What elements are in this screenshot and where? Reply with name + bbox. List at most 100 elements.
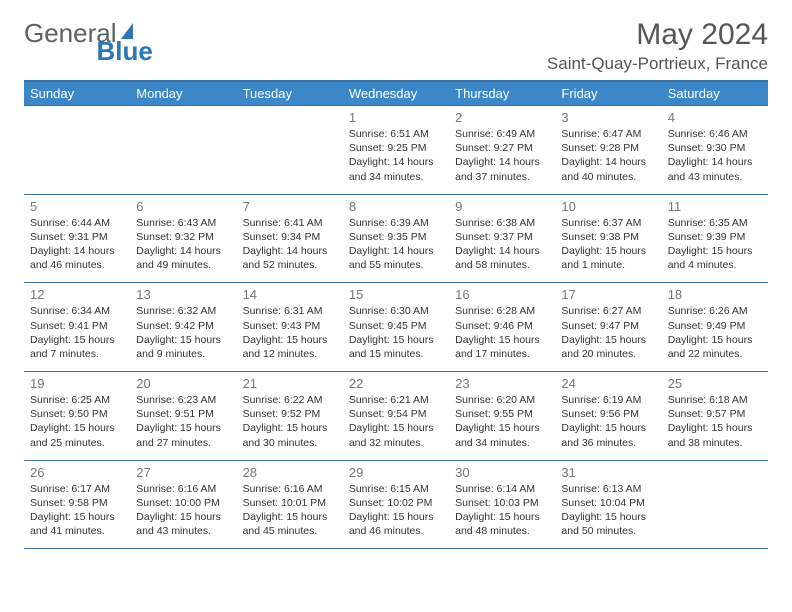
day-info: Sunrise: 6:31 AMSunset: 9:43 PMDaylight:… xyxy=(243,304,337,361)
calendar-day-cell xyxy=(662,460,768,549)
day-header-row: Sunday Monday Tuesday Wednesday Thursday… xyxy=(24,81,768,106)
calendar-day-cell: 17 Sunrise: 6:27 AMSunset: 9:47 PMDayligh… xyxy=(555,283,661,372)
calendar-day-cell: 18 Sunrise: 6:26 AMSunset: 9:49 PMDayligh… xyxy=(662,283,768,372)
day-number: 27 xyxy=(136,465,230,480)
calendar-day-cell: 8Sunrise: 6:39 AMSunset: 9:35 PMDaylight… xyxy=(343,194,449,283)
day-info: Sunrise: 6:38 AMSunset: 9:37 PMDaylight:… xyxy=(455,216,549,273)
calendar-day-cell xyxy=(130,106,236,195)
day-number: 13 xyxy=(136,287,230,302)
day-number: 24 xyxy=(561,376,655,391)
day-header: Thursday xyxy=(449,81,555,106)
day-number: 28 xyxy=(243,465,337,480)
calendar-day-cell: 19Sunrise: 6:25 AMSunset: 9:50 PMDayligh… xyxy=(24,372,130,461)
calendar-day-cell: 21 Sunrise: 6:22 AMSunset: 9:52 PMDayligh… xyxy=(237,372,343,461)
day-info: Sunrise: 6:47 AMSunset: 9:28 PMDaylight:… xyxy=(561,127,655,184)
day-number: 22 xyxy=(349,376,443,391)
day-number: 2 xyxy=(455,110,549,125)
calendar-day-cell: 15 Sunrise: 6:30 AMSunset: 9:45 PMDayligh… xyxy=(343,283,449,372)
calendar-day-cell: 7 Sunrise: 6:41 AMSunset: 9:34 PMDaylight… xyxy=(237,194,343,283)
calendar-day-cell: 9 Sunrise: 6:38 AMSunset: 9:37 PMDaylight… xyxy=(449,194,555,283)
day-number: 3 xyxy=(561,110,655,125)
calendar-day-cell: 11 Sunrise: 6:35 AMSunset: 9:39 PMDayligh… xyxy=(662,194,768,283)
day-number: 9 xyxy=(455,199,549,214)
day-number: 23 xyxy=(455,376,549,391)
calendar-day-cell: 4 Sunrise: 6:46 AMSunset: 9:30 PMDaylight… xyxy=(662,106,768,195)
day-number: 6 xyxy=(136,199,230,214)
calendar-week-row: 26 Sunrise: 6:17 AMSunset: 9:58 PMDayligh… xyxy=(24,460,768,549)
calendar-day-cell: 14 Sunrise: 6:31 AMSunset: 9:43 PMDayligh… xyxy=(237,283,343,372)
calendar-week-row: 1Sunrise: 6:51 AMSunset: 9:25 PMDaylight… xyxy=(24,106,768,195)
day-header: Saturday xyxy=(662,81,768,106)
day-header: Tuesday xyxy=(237,81,343,106)
day-info: Sunrise: 6:20 AMSunset: 9:55 PMDaylight:… xyxy=(455,393,549,450)
day-number: 8 xyxy=(349,199,443,214)
day-info: Sunrise: 6:14 AMSunset: 10:03 PMDaylight… xyxy=(455,482,549,539)
day-info: Sunrise: 6:23 AMSunset: 9:51 PMDaylight:… xyxy=(136,393,230,450)
day-info: Sunrise: 6:46 AMSunset: 9:30 PMDaylight:… xyxy=(668,127,762,184)
calendar-day-cell: 24 Sunrise: 6:19 AMSunset: 9:56 PMDayligh… xyxy=(555,372,661,461)
day-info: Sunrise: 6:28 AMSunset: 9:46 PMDaylight:… xyxy=(455,304,549,361)
day-number: 12 xyxy=(30,287,124,302)
calendar-day-cell: 12 Sunrise: 6:34 AMSunset: 9:41 PMDayligh… xyxy=(24,283,130,372)
day-number: 26 xyxy=(30,465,124,480)
calendar-day-cell: 6 Sunrise: 6:43 AMSunset: 9:32 PMDaylight… xyxy=(130,194,236,283)
day-info: Sunrise: 6:43 AMSunset: 9:32 PMDaylight:… xyxy=(136,216,230,273)
day-number: 31 xyxy=(561,465,655,480)
day-header: Monday xyxy=(130,81,236,106)
day-info: Sunrise: 6:18 AMSunset: 9:57 PMDaylight:… xyxy=(668,393,762,450)
logo-text-2: Blue xyxy=(97,36,153,67)
calendar-day-cell: 1Sunrise: 6:51 AMSunset: 9:25 PMDaylight… xyxy=(343,106,449,195)
calendar-day-cell: 28 Sunrise: 6:16 AMSunset: 10:01 PMDaylig… xyxy=(237,460,343,549)
day-info: Sunrise: 6:15 AMSunset: 10:02 PMDaylight… xyxy=(349,482,443,539)
day-info: Sunrise: 6:35 AMSunset: 9:39 PMDaylight:… xyxy=(668,216,762,273)
day-number: 17 xyxy=(561,287,655,302)
day-header: Friday xyxy=(555,81,661,106)
day-number: 10 xyxy=(561,199,655,214)
calendar-day-cell: 26 Sunrise: 6:17 AMSunset: 9:58 PMDayligh… xyxy=(24,460,130,549)
day-number: 25 xyxy=(668,376,762,391)
day-info: Sunrise: 6:41 AMSunset: 9:34 PMDaylight:… xyxy=(243,216,337,273)
location: Saint-Quay-Portrieux, France xyxy=(547,54,768,74)
day-number: 1 xyxy=(349,110,443,125)
calendar-day-cell: 31Sunrise: 6:13 AMSunset: 10:04 PMDaylig… xyxy=(555,460,661,549)
day-number: 29 xyxy=(349,465,443,480)
calendar-day-cell xyxy=(237,106,343,195)
day-number: 18 xyxy=(668,287,762,302)
calendar-week-row: 12 Sunrise: 6:34 AMSunset: 9:41 PMDayligh… xyxy=(24,283,768,372)
calendar-table: Sunday Monday Tuesday Wednesday Thursday… xyxy=(24,80,768,549)
calendar-day-cell: 29 Sunrise: 6:15 AMSunset: 10:02 PMDaylig… xyxy=(343,460,449,549)
calendar-week-row: 19Sunrise: 6:25 AMSunset: 9:50 PMDayligh… xyxy=(24,372,768,461)
day-info: Sunrise: 6:34 AMSunset: 9:41 PMDaylight:… xyxy=(30,304,124,361)
day-number: 20 xyxy=(136,376,230,391)
calendar-day-cell: 16Sunrise: 6:28 AMSunset: 9:46 PMDayligh… xyxy=(449,283,555,372)
day-header: Wednesday xyxy=(343,81,449,106)
day-number: 11 xyxy=(668,199,762,214)
month-title: May 2024 xyxy=(547,18,768,52)
day-info: Sunrise: 6:44 AMSunset: 9:31 PMDaylight:… xyxy=(30,216,124,273)
day-info: Sunrise: 6:26 AMSunset: 9:49 PMDaylight:… xyxy=(668,304,762,361)
day-number: 5 xyxy=(30,199,124,214)
calendar-day-cell: 10Sunrise: 6:37 AMSunset: 9:38 PMDayligh… xyxy=(555,194,661,283)
day-info: Sunrise: 6:17 AMSunset: 9:58 PMDaylight:… xyxy=(30,482,124,539)
day-info: Sunrise: 6:30 AMSunset: 9:45 PMDaylight:… xyxy=(349,304,443,361)
day-info: Sunrise: 6:27 AMSunset: 9:47 PMDaylight:… xyxy=(561,304,655,361)
day-number: 14 xyxy=(243,287,337,302)
day-number: 15 xyxy=(349,287,443,302)
calendar-day-cell: 3 Sunrise: 6:47 AMSunset: 9:28 PMDaylight… xyxy=(555,106,661,195)
calendar-day-cell: 27 Sunrise: 6:16 AMSunset: 10:00 PMDaylig… xyxy=(130,460,236,549)
header: General Blue May 2024 Saint-Quay-Portrie… xyxy=(24,18,768,74)
day-info: Sunrise: 6:22 AMSunset: 9:52 PMDaylight:… xyxy=(243,393,337,450)
calendar-day-cell: 25 Sunrise: 6:18 AMSunset: 9:57 PMDayligh… xyxy=(662,372,768,461)
day-info: Sunrise: 6:16 AMSunset: 10:01 PMDaylight… xyxy=(243,482,337,539)
day-info: Sunrise: 6:19 AMSunset: 9:56 PMDaylight:… xyxy=(561,393,655,450)
title-block: May 2024 Saint-Quay-Portrieux, France xyxy=(547,18,768,74)
day-number: 4 xyxy=(668,110,762,125)
day-number: 7 xyxy=(243,199,337,214)
day-info: Sunrise: 6:16 AMSunset: 10:00 PMDaylight… xyxy=(136,482,230,539)
calendar-day-cell: 30Sunrise: 6:14 AMSunset: 10:03 PMDaylig… xyxy=(449,460,555,549)
calendar-day-cell: 22Sunrise: 6:21 AMSunset: 9:54 PMDayligh… xyxy=(343,372,449,461)
day-header: Sunday xyxy=(24,81,130,106)
day-info: Sunrise: 6:32 AMSunset: 9:42 PMDaylight:… xyxy=(136,304,230,361)
day-number: 19 xyxy=(30,376,124,391)
day-number: 21 xyxy=(243,376,337,391)
